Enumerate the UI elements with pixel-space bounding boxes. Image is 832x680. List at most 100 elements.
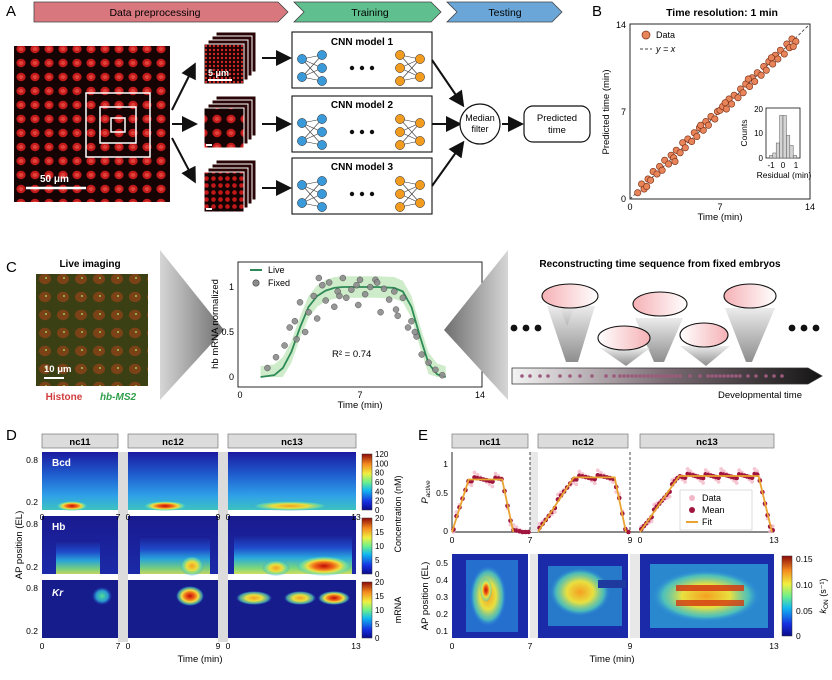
e-b-ytick: 0.5: [436, 558, 448, 568]
fixed-point: [377, 308, 384, 316]
network-node: [317, 140, 327, 150]
embryo-time-dot: [726, 374, 730, 378]
chart-c-xlabel: Time (min): [337, 400, 382, 411]
inset-xlabel: Residual (min): [757, 170, 812, 180]
fixed-point: [356, 276, 364, 284]
panel-d: D nc11 nc12 nc13: [6, 427, 403, 665]
data-point: [611, 480, 616, 484]
network-node: [297, 198, 307, 208]
data-point: [769, 60, 777, 68]
data-point: [688, 469, 693, 474]
data-point: [649, 519, 654, 524]
data-point: [780, 50, 788, 58]
e-header-nc12: [537, 433, 629, 449]
live-image: [36, 274, 148, 386]
fixed-point: [425, 359, 432, 366]
arrow-to-stack1: [171, 62, 196, 111]
data-point: [688, 138, 696, 146]
gap-band: [118, 452, 128, 642]
live-confidence-band: [260, 276, 446, 377]
fixed-point: [418, 351, 425, 358]
chart-b-ytick-7: 7: [621, 107, 626, 117]
gap-band: [218, 452, 228, 642]
data-point: [472, 470, 477, 475]
fit-line: [537, 476, 627, 533]
colorbar-tick-label: 0: [375, 506, 380, 515]
cnn-model-1-label: CNN model 1: [331, 37, 394, 48]
stage-training-arrow: [293, 1, 442, 23]
inset-xtick-neg1: -1: [767, 161, 775, 170]
ellipsis-dot: [369, 191, 375, 197]
histogram-bar: [779, 115, 784, 159]
e-xtick: 9: [628, 535, 633, 545]
data-point: [722, 105, 730, 113]
embryo-time-dot: [634, 374, 638, 378]
chart-c-legend-live: Live: [268, 265, 285, 275]
network-node: [415, 198, 425, 208]
ellipsis-dot: [812, 324, 820, 332]
data-point: [653, 170, 661, 178]
data-point: [574, 482, 579, 487]
chart-b-ytick-14: 14: [616, 20, 626, 30]
kon-label: kON (s⁻¹): [818, 579, 830, 614]
network-node: [297, 180, 307, 190]
d-xtick: 9: [216, 512, 221, 522]
fixed-point: [367, 283, 374, 291]
colorbar-tick-label: 10: [375, 606, 384, 615]
chart-c-xtick-0: 0: [237, 390, 242, 400]
network-edge: [399, 180, 421, 204]
kon-tick: 0.05: [796, 606, 813, 616]
fixed-point: [432, 366, 439, 374]
embryo-time-dot: [710, 374, 714, 378]
kon-label-sub: ON: [823, 599, 830, 609]
image-stack-2: [203, 95, 257, 149]
embryo-time-dot: [714, 374, 718, 378]
data-point: [750, 479, 754, 484]
chart-b-plot: [629, 23, 811, 200]
kon-label-k: k: [818, 609, 828, 614]
predicted-time-label-1: Predicted: [537, 113, 577, 124]
stage-testing-arrow: [446, 1, 563, 23]
embryo-time-dot: [746, 374, 750, 378]
chart-b-xtick-14: 14: [805, 202, 815, 212]
kon-heatmap: [452, 554, 774, 638]
heatmap-bcd: [42, 452, 356, 511]
network-node: [395, 140, 405, 150]
ellipsis-dot: [359, 191, 365, 197]
crop-box-medium: [99, 106, 137, 144]
fixed-point: [394, 312, 401, 320]
data-point: [514, 525, 519, 530]
fit-line: [639, 475, 773, 533]
embryo-time-dot: [618, 374, 622, 378]
chart-b-xlabel: Time (min): [697, 212, 742, 223]
cnn-model-3-label: CNN model 3: [331, 162, 394, 173]
embryo-time-dot: [654, 374, 658, 378]
chart-c-ytick-0: 0: [229, 372, 234, 382]
data-point: [697, 121, 705, 129]
mean-point: [734, 475, 739, 481]
scale-label-main: 50 μm: [40, 174, 69, 185]
embryo-image: [14, 46, 170, 202]
data-point: [721, 99, 729, 107]
row-label-hb: Hb: [52, 522, 65, 533]
colorbar-tick-label: 120: [375, 450, 389, 459]
inset-ylabel: Counts: [739, 120, 749, 147]
fixed-point: [353, 281, 360, 289]
fixed-embryos: [541, 283, 777, 366]
fixed-point: [399, 294, 407, 302]
mean-point: [700, 475, 706, 481]
chart-b-xtick-0: 0: [627, 202, 632, 212]
fixed-point: [315, 274, 323, 282]
panel-label-e: E: [418, 427, 428, 444]
d-xlabel: Time (min): [177, 654, 222, 665]
embryo-time-dot: [718, 374, 722, 378]
network-node: [415, 180, 425, 190]
data-point: [658, 166, 666, 174]
cnn-box: [291, 31, 433, 89]
fixed-point: [343, 294, 350, 302]
fixed-point: [380, 285, 388, 293]
colorbar-tick-label: 20: [375, 514, 384, 523]
network-node: [415, 54, 425, 64]
embryo-time-dot: [734, 374, 738, 378]
data-point: [577, 469, 582, 474]
